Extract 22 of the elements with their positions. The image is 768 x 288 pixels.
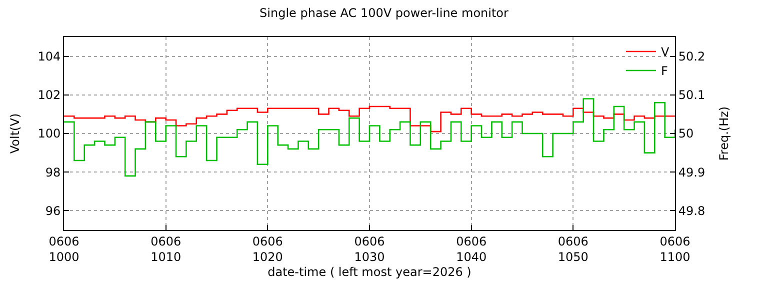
- y2-tick-label: 49.9: [678, 165, 706, 180]
- x-tick-label: 0606 1030: [354, 234, 385, 264]
- chart-title: Single phase AC 100V power-line monitor: [260, 6, 509, 20]
- y-axis-title: Volt(V): [8, 113, 22, 154]
- y-tick-label: 100: [38, 126, 61, 141]
- y2-tick-label: 50.2: [678, 50, 706, 64]
- x-tick-label: 0606 1000: [48, 234, 80, 264]
- x-tick-label: 0606 1050: [558, 234, 588, 264]
- x-tick-label: 0606 1040: [456, 234, 487, 264]
- y2-tick-label: 50.1: [678, 88, 706, 102]
- y-tick-label: 98: [45, 165, 61, 180]
- y-tick-label: 102: [38, 88, 61, 102]
- y-tick-label: 96: [45, 204, 61, 218]
- legend-label: F: [661, 64, 668, 78]
- y2-axis-title: Freq.(Hz): [717, 106, 732, 161]
- legend-label: V: [661, 45, 670, 60]
- y-tick-label: 104: [38, 50, 61, 64]
- x-axis-title: date-time ( left most year=2026 ): [268, 264, 472, 279]
- y2-tick-label: 50: [678, 126, 694, 141]
- x-tick-label: 0606 1010: [150, 234, 182, 264]
- x-tick-label: 0606 1100: [660, 234, 690, 264]
- y2-tick-label: 49.8: [678, 204, 706, 218]
